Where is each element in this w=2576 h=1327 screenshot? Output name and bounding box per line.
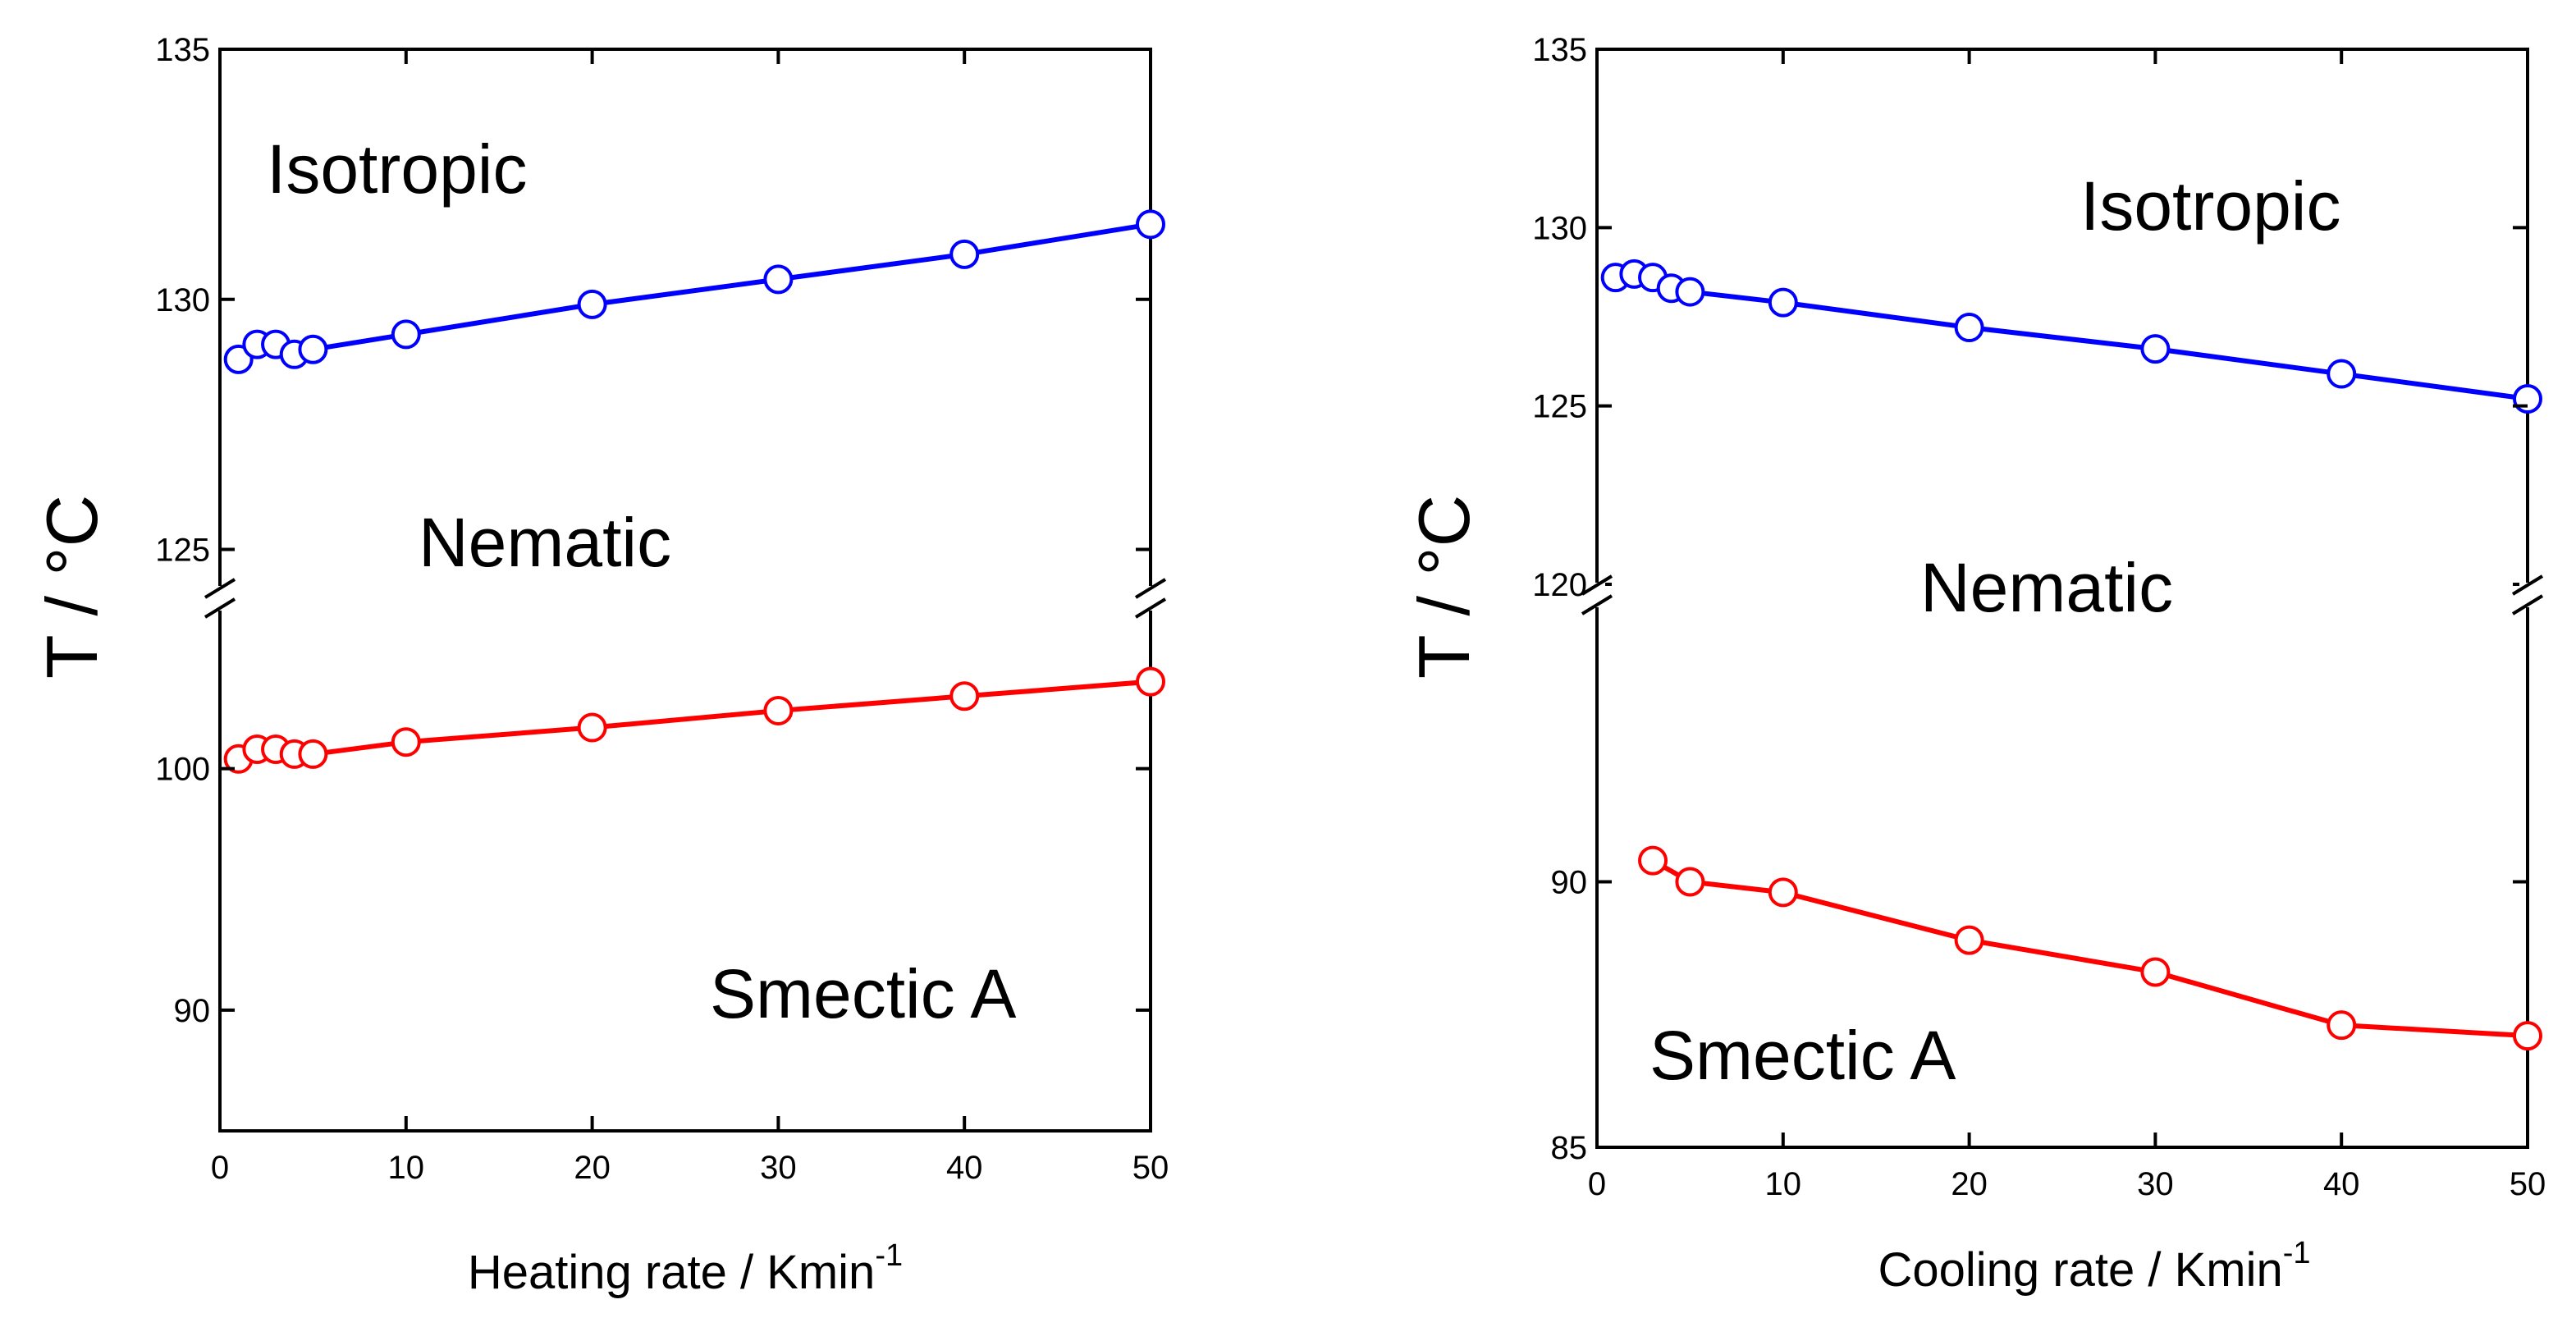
series-line-lower xyxy=(237,679,1151,762)
y-tick-label: 135 xyxy=(1532,32,1587,68)
y-axis-title: T / °C xyxy=(31,495,112,679)
y-tick-label: 130 xyxy=(155,282,210,318)
data-point xyxy=(1768,287,1798,318)
x-axis-title-superscript: -1 xyxy=(2283,1236,2311,1270)
series-line-upper xyxy=(1615,271,2528,401)
x-tick-label: 40 xyxy=(946,1150,983,1186)
data-point xyxy=(763,695,794,725)
data-point xyxy=(949,681,980,712)
x-tick-label: 50 xyxy=(1132,1150,1169,1186)
x-tick-label: 10 xyxy=(1765,1166,1802,1202)
data-point xyxy=(1136,209,1165,240)
data-point xyxy=(2513,383,2542,414)
data-point xyxy=(2513,1021,2542,1051)
data-point xyxy=(1638,845,1668,876)
x-axis-title-text: Cooling rate / Kmin xyxy=(1878,1243,2282,1297)
x-tick-label: 10 xyxy=(388,1150,425,1186)
y-axis-title: T / °C xyxy=(1403,495,1485,679)
axis-ticks: 0 10 20 30 40 50 120 125 130 135 85 90 xyxy=(1532,32,2546,1202)
data-point xyxy=(1954,313,1984,343)
phase-label-nematic: Nematic xyxy=(1920,549,2173,626)
data-point xyxy=(1675,867,1705,897)
x-axis-title: Cooling rate / Kmin-1 xyxy=(1878,1236,2310,1297)
y-tick-label: 90 xyxy=(1551,864,1588,900)
data-point xyxy=(1768,877,1798,908)
data-point xyxy=(298,334,328,364)
data-point xyxy=(2140,957,2171,987)
phase-label-smectic-a: Smectic A xyxy=(710,955,1016,1032)
data-point xyxy=(1954,925,1984,955)
data-point xyxy=(2327,359,2357,389)
x-tick-label: 50 xyxy=(2510,1166,2546,1202)
x-axis-title-text: Heating rate / Kmin xyxy=(468,1246,875,1299)
data-point xyxy=(298,739,328,769)
data-point xyxy=(391,727,421,757)
x-axis-title-superscript: -1 xyxy=(875,1238,903,1273)
data-point xyxy=(577,712,607,743)
data-point xyxy=(949,239,980,269)
x-axis-title: Heating rate / Kmin-1 xyxy=(468,1238,903,1299)
y-tick-label: 130 xyxy=(1532,210,1587,246)
data-point xyxy=(2140,334,2171,364)
series-line-upper xyxy=(236,222,1151,362)
x-tick-label: 30 xyxy=(760,1150,797,1186)
chart-marks xyxy=(223,209,1165,774)
x-tick-label: 0 xyxy=(211,1150,229,1186)
y-tick-label: 125 xyxy=(155,533,210,569)
y-tick-label: 120 xyxy=(1532,567,1587,603)
x-tick-label: 0 xyxy=(1588,1166,1606,1202)
cooling-rate-chart: 0 10 20 30 40 50 120 125 130 135 85 90 Isotropic Ne… xyxy=(1403,32,2546,1297)
phase-label-isotropic: Isotropic xyxy=(267,130,527,208)
heating-rate-chart: 0 10 20 30 40 50 125 130 135 90 100 Isotropic Nema… xyxy=(31,32,1169,1299)
x-tick-label: 40 xyxy=(2323,1166,2360,1202)
phase-label-smectic-a: Smectic A xyxy=(1649,1017,1956,1094)
y-tick-label: 90 xyxy=(174,993,211,1029)
data-point xyxy=(2327,1010,2357,1041)
x-tick-label: 30 xyxy=(2137,1166,2174,1202)
phase-label-isotropic: Isotropic xyxy=(2080,167,2340,245)
chart-marks xyxy=(1600,259,2542,1051)
axis-ticks: 0 10 20 30 40 50 125 130 135 90 100 xyxy=(155,32,1169,1186)
data-point xyxy=(1675,277,1705,307)
data-point xyxy=(391,319,421,350)
data-point xyxy=(1136,666,1165,697)
y-axis-break xyxy=(204,578,1167,619)
y-axis-break xyxy=(1581,574,2544,615)
x-tick-label: 20 xyxy=(574,1150,611,1186)
phase-label-nematic: Nematic xyxy=(419,504,671,581)
data-point xyxy=(577,289,607,319)
y-tick-label: 100 xyxy=(155,752,210,788)
y-tick-label: 125 xyxy=(1532,389,1587,425)
y-tick-label: 85 xyxy=(1551,1130,1588,1166)
x-tick-label: 20 xyxy=(1951,1166,1988,1202)
y-tick-label: 135 xyxy=(155,32,210,68)
data-point xyxy=(763,264,794,295)
